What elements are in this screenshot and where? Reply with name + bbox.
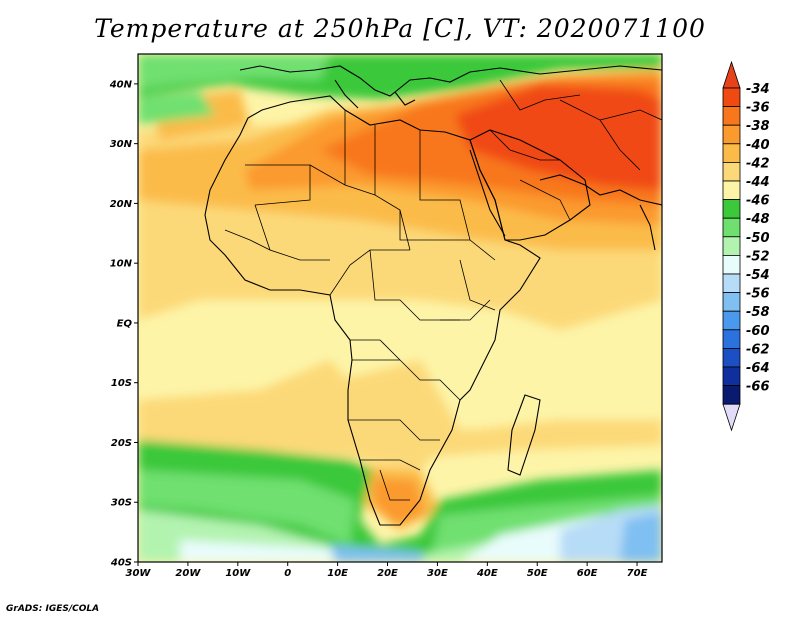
plot-frame: [137, 53, 663, 563]
colorbar-label: -38: [746, 119, 770, 134]
coastlines: [204, 65, 662, 526]
colorbar-swatch: [722, 347, 741, 368]
colorbar: -34 -36 -38 -40 -42 -44 -46 -48 -50 -52 -54 -56 -58 -…: [722, 60, 770, 432]
colorbar-label: -52: [746, 249, 770, 264]
axis-ticks: 30W 20W 10W 0 10E 20E 30E 40E 50E 60E 70E 40N 30N 20N…: [109, 79, 648, 579]
colorbar-swatch: [722, 310, 741, 331]
map-title: Temperature at 250hPa [C], VT: 202007110…: [94, 14, 706, 43]
colorbar-swatch: [722, 161, 741, 182]
colorbar-label: -54: [746, 268, 770, 283]
colorbar-swatch: [722, 254, 741, 275]
colorbar-label: -34: [746, 82, 770, 97]
lon-tick-label: 30W: [126, 568, 152, 579]
lat-tick-label: 40S: [110, 558, 132, 569]
lon-tick-label: 50E: [527, 568, 548, 579]
colorbar-swatch: [722, 124, 741, 145]
colorbar-label: -48: [746, 212, 770, 227]
lon-tick-label: 60E: [577, 568, 598, 579]
lon-tick-label: 20E: [377, 568, 398, 579]
colorbar-swatch: [722, 273, 741, 294]
lon-tick-label: 20W: [175, 568, 201, 579]
lon-tick-label: 70E: [627, 568, 648, 579]
colorbar-label: -58: [746, 305, 770, 320]
colorbar-swatch: [722, 199, 741, 219]
lon-tick-label: 40E: [476, 568, 498, 579]
lat-tick-label: 20N: [110, 199, 133, 210]
colorbar-label: -64: [746, 361, 770, 376]
lat-tick-label: 30N: [110, 139, 133, 150]
credit-text: GrADS: IGES/COLA: [6, 604, 100, 614]
colorbar-label: -62: [746, 342, 770, 357]
colorbar-swatch: [722, 180, 741, 201]
lat-tick-label: 40N: [109, 79, 133, 90]
colorbar-swatch: [722, 217, 741, 238]
lon-tick-label: 10W: [225, 568, 251, 579]
colorbar-swatch: [722, 385, 741, 405]
lat-tick-label: 20S: [111, 438, 132, 449]
lat-tick-label: 10N: [110, 259, 133, 270]
lon-tick-label: 10E: [327, 568, 348, 579]
lat-tick-label: 30S: [111, 498, 132, 509]
lat-tick-label: EQ: [117, 318, 133, 329]
colorbar-swatch: [722, 329, 741, 349]
colorbar-top-arrow: [722, 60, 741, 89]
colorbar-swatch: [722, 236, 741, 256]
colorbar-label: -40: [746, 138, 770, 153]
colorbar-label: -60: [746, 324, 770, 339]
temperature-field: [138, 54, 662, 562]
colorbar-bottom-arrow: [722, 403, 741, 432]
colorbar-label: -66: [746, 380, 770, 395]
colorbar-label: -56: [746, 287, 770, 302]
colorbar-label: -36: [746, 101, 770, 116]
colorbar-swatch: [722, 106, 741, 126]
colorbar-label: -50: [746, 231, 770, 246]
country-borders: [224, 79, 662, 501]
lon-tick-label: 0: [284, 568, 291, 579]
colorbar-swatch: [722, 292, 741, 312]
lat-tick-label: 10S: [111, 378, 132, 389]
colorbar-swatch: [722, 143, 741, 163]
lon-tick-label: 30E: [427, 568, 448, 579]
colorbar-swatch: [722, 87, 741, 108]
colorbar-swatch: [722, 366, 741, 387]
colorbar-label: -42: [746, 156, 770, 171]
colorbar-label: -44: [746, 175, 770, 190]
colorbar-label: -46: [746, 194, 770, 209]
